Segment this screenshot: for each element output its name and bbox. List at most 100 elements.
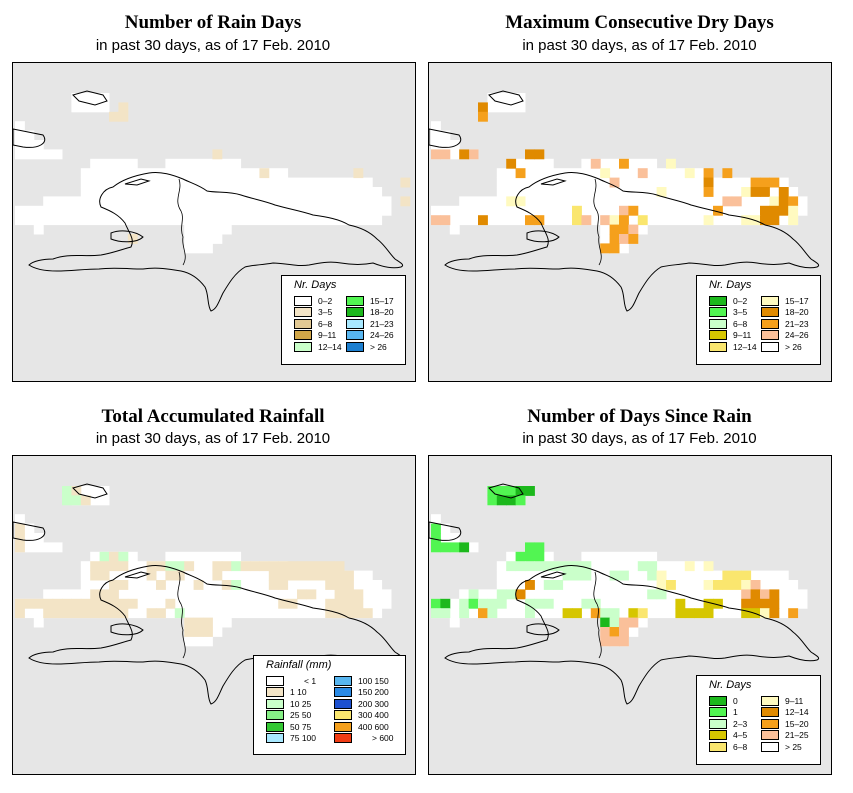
grid-cell <box>506 589 517 600</box>
legend-swatch <box>761 318 779 329</box>
legend-label: 24–26 <box>785 330 809 340</box>
legend-item: 15–20 <box>761 718 809 729</box>
grid-cell <box>788 215 799 226</box>
grid-cell <box>325 570 336 581</box>
grid-cell <box>675 598 686 609</box>
island-outline <box>444 565 820 705</box>
grid-cell <box>62 486 72 496</box>
cuba-outline <box>13 128 46 148</box>
legend-label: 15–17 <box>785 295 809 306</box>
grid-cell <box>468 149 479 160</box>
land-cell <box>431 140 460 150</box>
grid-cell <box>71 598 82 609</box>
grid-cell <box>609 608 620 619</box>
legend-title: Nr. Days <box>709 679 752 691</box>
legend-item: > 26 <box>761 341 802 352</box>
grid-cell <box>572 570 582 581</box>
land-cell <box>71 93 110 103</box>
grid-cell <box>278 561 289 572</box>
grid-cell <box>572 205 582 216</box>
legend-item: 300 400 <box>334 710 389 721</box>
legend-swatch <box>761 695 779 706</box>
panel-subtitle: in past 30 days, as of 17 Feb. 2010 <box>95 37 331 54</box>
grid-cell <box>525 608 535 619</box>
legend-swatch <box>266 733 284 743</box>
grid-cell <box>440 542 451 553</box>
panel-subtitle: in past 30 days, as of 17 Feb. 2010 <box>522 37 757 54</box>
grid-cell <box>703 580 714 590</box>
land-cell <box>71 102 110 113</box>
gonave-outline <box>110 230 144 243</box>
land-cell <box>80 570 373 581</box>
grid-cell <box>325 608 336 619</box>
legend-item: 21–25 <box>761 730 809 741</box>
grid-cell <box>193 617 204 628</box>
land-cell <box>15 215 383 226</box>
legend-item: 3–5 <box>709 307 747 318</box>
grid-cell <box>666 158 676 169</box>
legend-label: > 26 <box>370 341 387 352</box>
legend-swatch <box>761 341 779 352</box>
legend-swatch <box>266 698 284 709</box>
grid-cell <box>109 561 119 572</box>
grid-cell <box>553 561 564 572</box>
grid-cell <box>496 486 507 496</box>
grid-cell <box>440 149 451 160</box>
land-cell <box>43 196 392 207</box>
grid-cell <box>231 580 242 590</box>
grid-cell <box>334 561 345 572</box>
grid-cell <box>609 224 620 235</box>
grid-cell <box>487 608 498 619</box>
grid-cell <box>750 589 761 600</box>
legend-label: > 600 <box>372 733 394 743</box>
legend-label: 0 <box>733 695 738 706</box>
legend-swatch <box>709 295 727 306</box>
grid-cell <box>760 589 770 600</box>
land-cell <box>487 93 526 103</box>
land-cell <box>487 102 526 113</box>
cuba-outline <box>13 521 46 541</box>
grid-cell <box>127 234 138 244</box>
grid-cell <box>268 561 279 572</box>
legend-item: 15–17 <box>346 295 394 306</box>
land-cell <box>90 158 138 169</box>
border-line <box>177 178 186 266</box>
legend-item: 24–26 <box>346 330 394 341</box>
land-cell <box>496 570 789 581</box>
grid-cell <box>146 570 157 581</box>
grid-cell <box>459 608 470 619</box>
panel-subtitle: in past 30 days, as of 17 Feb. 2010 <box>522 430 757 447</box>
grid-cell <box>118 561 129 572</box>
inagua-outline <box>72 483 108 499</box>
legend-item: 400 600 <box>334 721 389 732</box>
grid-cell <box>109 598 119 609</box>
legend-item: 1 10 <box>266 687 307 698</box>
grid-cell <box>760 215 770 226</box>
panel-title: Maximum Consecutive Dry Days <box>505 12 774 33</box>
legend-max-dry-days: Nr. Days 0–2 3–5 6–8 9–11 12–14 15–17 18–20 21–… <box>696 275 821 365</box>
grid-cell <box>628 617 639 628</box>
grid-cell <box>353 168 364 179</box>
inagua-outline <box>72 90 108 106</box>
legend-item: 15–17 <box>761 295 809 306</box>
legend-label: 0–2 <box>318 295 333 306</box>
grid-cell <box>647 561 658 572</box>
grid-cell <box>344 580 354 590</box>
grid-cell <box>788 196 799 207</box>
inagua-outline <box>488 90 524 106</box>
grid-cell <box>165 561 176 572</box>
grid-cell <box>778 187 789 197</box>
grid-cell <box>741 570 752 581</box>
legend-label: 100 150 <box>358 675 389 686</box>
grid-cell <box>619 570 629 581</box>
land-cell <box>184 234 223 244</box>
grid-cell <box>325 561 336 572</box>
legend-label: 9–11 <box>785 695 804 706</box>
legend-label: 3–5 <box>733 307 748 317</box>
grid-cell <box>703 168 714 179</box>
legend-label: 18–20 <box>370 307 394 317</box>
legend-swatch <box>346 341 364 352</box>
grid-cell <box>515 551 526 562</box>
grid-cell <box>600 168 611 179</box>
grid-cell <box>534 598 545 609</box>
